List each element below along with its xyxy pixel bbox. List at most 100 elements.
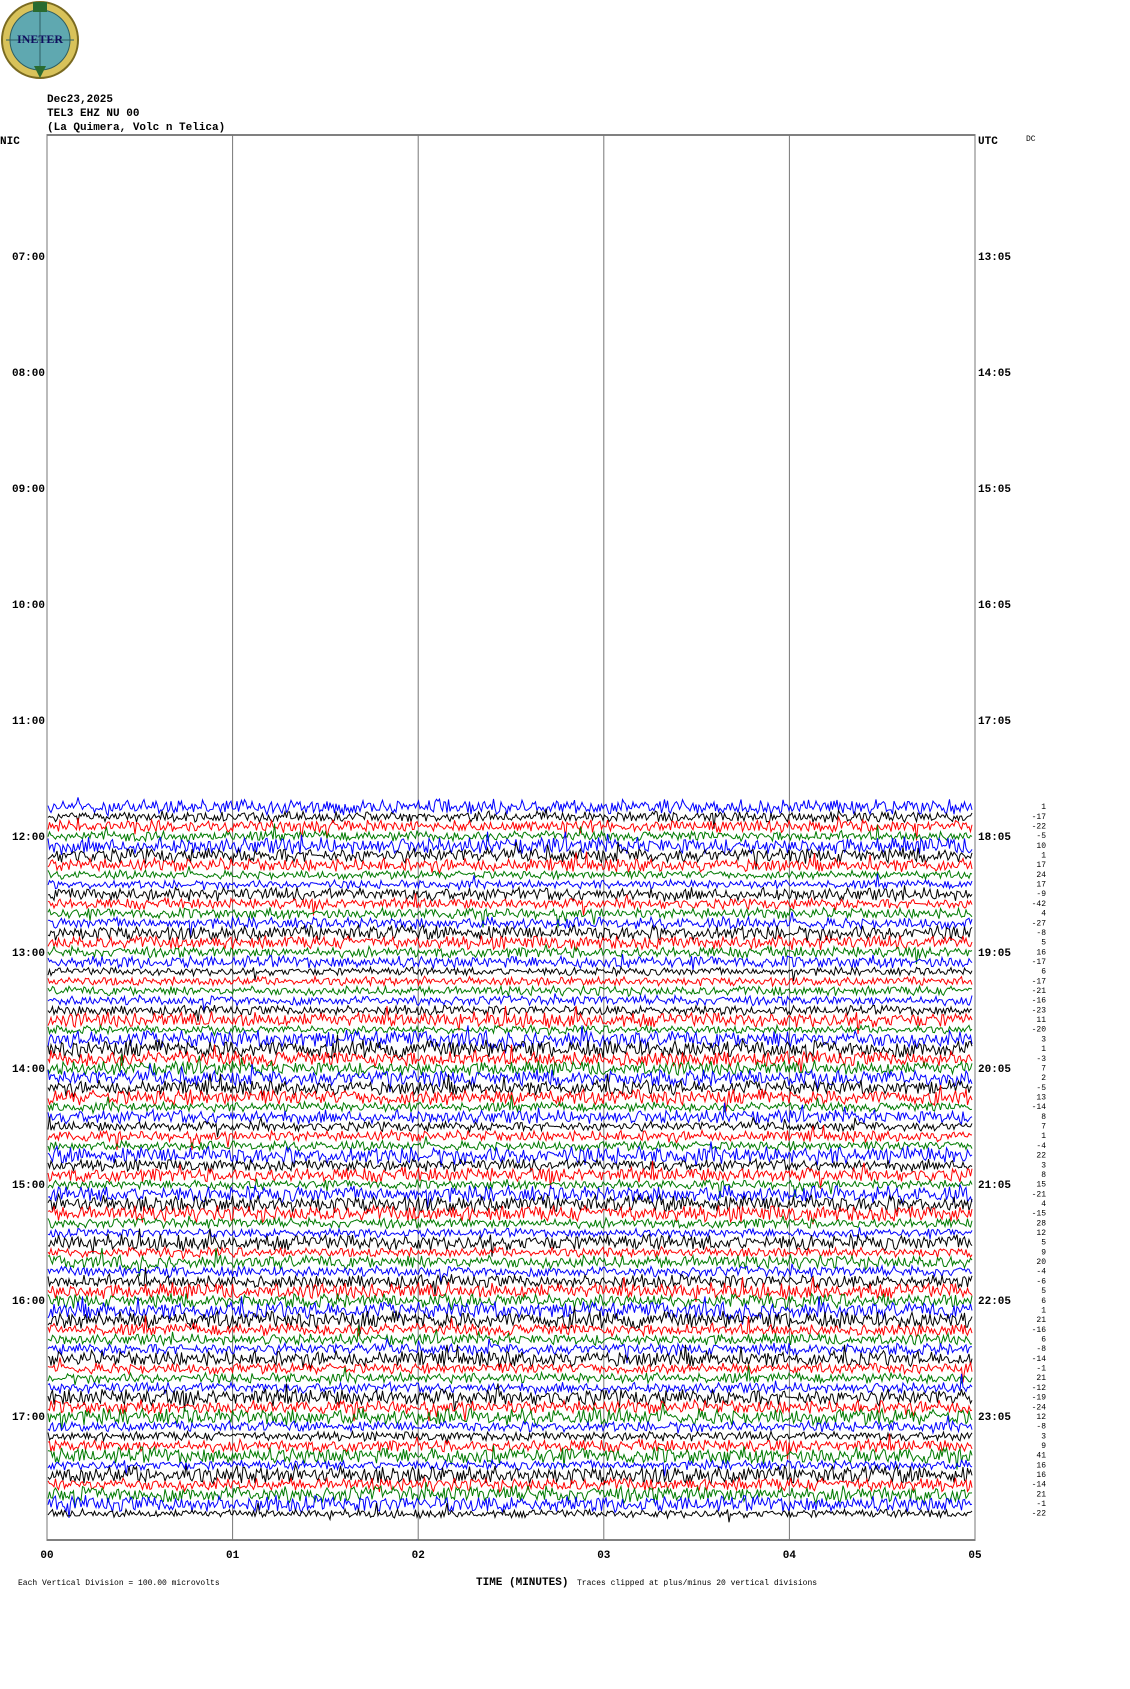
trace-offset: -17 <box>1032 958 1047 967</box>
trace <box>47 1228 973 1257</box>
trace <box>47 1003 972 1022</box>
trace <box>47 1462 973 1486</box>
right-hour-label: 20:05 <box>978 1064 1011 1076</box>
trace <box>47 1292 973 1311</box>
trace <box>47 1023 973 1037</box>
trace <box>47 1383 973 1412</box>
trace <box>47 1402 973 1431</box>
trace-offset: 17 <box>1036 881 1046 890</box>
trace <box>47 1315 973 1340</box>
trace-offset: 6 <box>1041 1336 1046 1345</box>
trace-offset: -8 <box>1036 1345 1046 1354</box>
trace <box>47 1445 973 1470</box>
trace-offset: 1 <box>1041 1306 1046 1315</box>
trace-offset: -14 <box>1032 1481 1047 1490</box>
trace-offset: 21 <box>1036 1490 1046 1499</box>
left-hour-label: 15:00 <box>12 1180 45 1192</box>
trace-offset: -22 <box>1032 1510 1047 1519</box>
x-tick-label: 03 <box>597 1550 611 1562</box>
trace <box>47 1247 973 1277</box>
trace-offset: 5 <box>1041 1239 1046 1248</box>
trace-offset: 17 <box>1036 861 1046 870</box>
trace <box>47 831 973 856</box>
left-axis-title: NIC <box>0 136 20 148</box>
trace-offset: -21 <box>1032 987 1047 996</box>
location: (La Quimera, Volc n Telica) <box>47 122 225 134</box>
trace-offset: 5 <box>1041 1287 1046 1296</box>
trace <box>47 974 973 988</box>
trace <box>47 1192 973 1214</box>
trace <box>47 873 973 892</box>
trace <box>47 1073 973 1099</box>
trace-offset: 10 <box>1036 842 1046 851</box>
trace <box>47 1325 973 1348</box>
logo-text: INETER <box>17 32 63 46</box>
trace <box>47 1160 973 1189</box>
trace-offset: -1 <box>1036 1500 1046 1509</box>
trace <box>47 1357 973 1383</box>
trace <box>47 1398 973 1422</box>
trace-offset: -21 <box>1032 1190 1047 1199</box>
trace <box>47 1136 973 1153</box>
trace-offset: 16 <box>1036 1461 1046 1470</box>
x-tick-label: 00 <box>40 1550 53 1562</box>
right-hour-label: 14:05 <box>978 368 1011 380</box>
trace <box>47 885 973 903</box>
trace <box>47 923 973 943</box>
trace <box>47 1482 973 1509</box>
trace-offset: -4 <box>1036 1268 1046 1277</box>
trace <box>47 1337 972 1364</box>
trace-offset: -14 <box>1032 1103 1047 1112</box>
trace-offset: -23 <box>1032 1006 1047 1015</box>
trace <box>47 906 973 928</box>
trace-offset: 1 <box>1041 1045 1046 1054</box>
trace <box>47 1054 973 1078</box>
x-tick-label: 04 <box>783 1550 797 1562</box>
trace <box>47 911 973 937</box>
trace-offset: 11 <box>1036 1016 1046 1025</box>
trace-offset: -16 <box>1032 997 1047 1006</box>
date: Dec23,2025 <box>47 94 113 106</box>
trace <box>47 1085 973 1112</box>
trace-offset: 8 <box>1041 1171 1046 1180</box>
right-axis-title: UTC <box>978 136 998 148</box>
trace-offset: 9 <box>1041 1248 1046 1257</box>
right-hour-label: 23:05 <box>978 1412 1011 1424</box>
trace <box>47 1094 973 1115</box>
left-hour-label: 12:00 <box>12 832 45 844</box>
trace-offset: -5 <box>1036 1084 1046 1093</box>
trace-offset: 12 <box>1036 1413 1046 1422</box>
trace <box>47 1494 973 1519</box>
left-hour-label: 14:00 <box>12 1064 45 1076</box>
trace-offset: 3 <box>1041 1432 1046 1441</box>
trace <box>47 1063 973 1093</box>
x-axis-title: TIME (MINUTES) <box>476 1577 568 1589</box>
trace <box>47 1415 973 1435</box>
trace-offset: 1 <box>1041 803 1046 812</box>
traces <box>47 797 973 1523</box>
trace-offset: -15 <box>1032 1210 1047 1219</box>
trace-offset: -6 <box>1036 1277 1046 1286</box>
trace-offset: 1 <box>1041 852 1046 861</box>
trace-offset: 22 <box>1036 1152 1046 1161</box>
trace-offset: 5 <box>1041 939 1046 948</box>
trace <box>47 866 973 881</box>
trace <box>47 1344 973 1370</box>
trace-offset: 1 <box>1041 1132 1046 1141</box>
scale-note: Each Vertical Division = 100.00 microvol… <box>18 1579 220 1588</box>
trace-offset: -12 <box>1032 1384 1047 1393</box>
trace <box>47 1245 973 1261</box>
trace <box>47 1429 973 1445</box>
trace-offset: 6 <box>1041 968 1046 977</box>
trace-offset: 15 <box>1036 1181 1046 1190</box>
trace <box>47 1267 973 1296</box>
trace <box>47 1373 973 1396</box>
trace-offset: -14 <box>1032 1355 1047 1364</box>
trace-offset: 16 <box>1036 948 1046 957</box>
trace-offset: 13 <box>1036 1094 1046 1103</box>
trace <box>47 1044 973 1073</box>
trace <box>47 1125 973 1151</box>
left-hour-label: 13:00 <box>12 948 45 960</box>
trace <box>47 893 973 916</box>
